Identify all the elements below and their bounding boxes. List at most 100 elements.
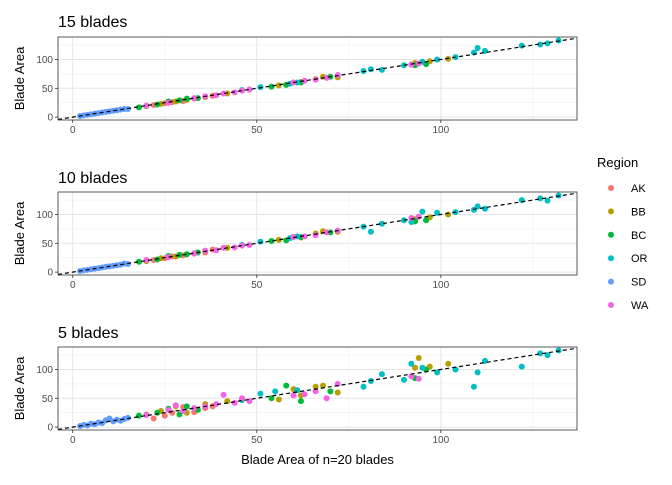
y-axis-label: Blade Area bbox=[12, 46, 27, 110]
data-point-wa bbox=[213, 92, 220, 99]
data-point-or bbox=[257, 390, 264, 397]
reference-line bbox=[58, 347, 577, 430]
panel-title: 10 blades bbox=[58, 170, 127, 187]
data-point-or bbox=[518, 363, 525, 370]
data-point-wa bbox=[231, 399, 238, 406]
data-point-wa bbox=[143, 257, 150, 264]
data-point-wa bbox=[239, 242, 246, 249]
data-point-bc bbox=[423, 217, 430, 224]
data-point-or bbox=[537, 195, 544, 202]
data-point-wa bbox=[290, 392, 297, 399]
data-point-or bbox=[537, 41, 544, 48]
data-point-wa bbox=[323, 395, 330, 402]
y-tick-label: 0 bbox=[47, 423, 53, 434]
y-tick-label: 50 bbox=[42, 239, 54, 250]
data-point-or bbox=[544, 40, 551, 47]
data-point-or bbox=[474, 44, 481, 51]
data-point-or bbox=[434, 56, 441, 63]
data-point-wa bbox=[165, 254, 172, 261]
legend-label-wa: WA bbox=[631, 300, 649, 312]
legend-key-ak bbox=[608, 185, 614, 191]
data-point-bc bbox=[135, 104, 142, 111]
x-tick-label: 50 bbox=[251, 125, 263, 136]
panel-title: 5 blades bbox=[58, 325, 119, 342]
x-tick-label: 50 bbox=[251, 280, 263, 291]
data-point-wa bbox=[415, 375, 422, 382]
marks-layer bbox=[58, 347, 577, 430]
data-point-wa bbox=[143, 102, 150, 109]
data-point-wa bbox=[301, 233, 308, 240]
data-point-or bbox=[272, 388, 279, 395]
data-point-wa bbox=[301, 77, 308, 84]
data-point-or bbox=[419, 364, 426, 371]
legend-title: Region bbox=[597, 155, 638, 170]
data-point-bc bbox=[268, 83, 275, 90]
data-point-or bbox=[378, 371, 385, 378]
legend: Region AK BB BC OR SD WA bbox=[597, 155, 649, 312]
legend-label-or: OR bbox=[631, 253, 648, 265]
x-axis-label: Blade Area of n=20 blades bbox=[241, 452, 394, 467]
data-point-or bbox=[474, 369, 481, 376]
data-point-wa bbox=[301, 391, 308, 398]
data-point-wa bbox=[246, 398, 253, 405]
y-tick-label: 100 bbox=[36, 55, 53, 66]
x-tick-label: 50 bbox=[251, 435, 263, 446]
data-point-bb bbox=[275, 82, 282, 89]
data-point-ak bbox=[161, 412, 168, 419]
data-point-or bbox=[378, 220, 385, 227]
panel-10-blades: 0 50 100 0 50 100 10 blades Blade Area bbox=[12, 170, 578, 291]
data-point-wa bbox=[239, 87, 246, 94]
data-point-wa bbox=[246, 86, 253, 93]
data-point-wa bbox=[180, 407, 187, 414]
data-point-bb bbox=[415, 354, 422, 361]
data-point-wa bbox=[408, 214, 415, 221]
data-point-wa bbox=[191, 250, 198, 257]
legend-key-sd bbox=[608, 278, 614, 285]
data-point-or bbox=[474, 203, 481, 210]
panel-5-blades: 0 50 100 0 50 100 5 blades Blade Area bbox=[12, 325, 578, 446]
panel-title: 15 blades bbox=[58, 14, 127, 31]
data-point-wa bbox=[213, 247, 220, 254]
reference-line bbox=[58, 37, 577, 120]
x-tick-label: 100 bbox=[432, 280, 449, 291]
data-point-bb bbox=[275, 236, 282, 243]
data-point-or bbox=[378, 66, 385, 73]
data-point-bb bbox=[445, 211, 452, 218]
series-sd bbox=[77, 414, 131, 429]
x-tick-label: 100 bbox=[432, 125, 449, 136]
data-point-bc bbox=[327, 388, 334, 395]
data-point-bc bbox=[135, 258, 142, 265]
data-point-bb bbox=[275, 396, 282, 403]
data-point-or bbox=[401, 376, 407, 383]
data-point-or bbox=[434, 369, 441, 376]
data-point-bc bbox=[268, 237, 275, 244]
data-point-wa bbox=[312, 232, 319, 239]
x-tick-label: 0 bbox=[70, 125, 76, 136]
panel-15-blades: 0 50 100 0 50 100 15 blades Blade Area bbox=[12, 14, 578, 136]
data-point-or bbox=[470, 383, 477, 390]
data-point-bc bbox=[297, 398, 304, 405]
legend-label-bc: BC bbox=[631, 230, 646, 242]
x-tick-label: 0 bbox=[70, 435, 76, 446]
data-point-or bbox=[408, 360, 415, 367]
data-point-or bbox=[367, 66, 374, 73]
data-point-or bbox=[257, 238, 264, 245]
data-point-bc bbox=[183, 403, 190, 410]
legend-key-bb bbox=[608, 208, 614, 215]
data-point-bb bbox=[445, 360, 452, 367]
data-point-wa bbox=[323, 74, 330, 81]
legend-label-sd: SD bbox=[631, 277, 646, 289]
data-point-bc bbox=[268, 395, 275, 402]
series-sd bbox=[77, 106, 131, 119]
y-axis-label: Blade Area bbox=[12, 356, 27, 420]
panel-border bbox=[57, 191, 578, 276]
y-axis-label: Blade Area bbox=[12, 201, 27, 265]
data-point-wa bbox=[220, 391, 227, 398]
data-point-bb bbox=[334, 389, 341, 396]
data-point-bc bbox=[183, 251, 190, 258]
data-point-wa bbox=[220, 244, 227, 251]
data-point-or bbox=[367, 228, 374, 235]
legend-label-bb: BB bbox=[631, 206, 646, 218]
y-tick-label: 50 bbox=[42, 394, 54, 405]
